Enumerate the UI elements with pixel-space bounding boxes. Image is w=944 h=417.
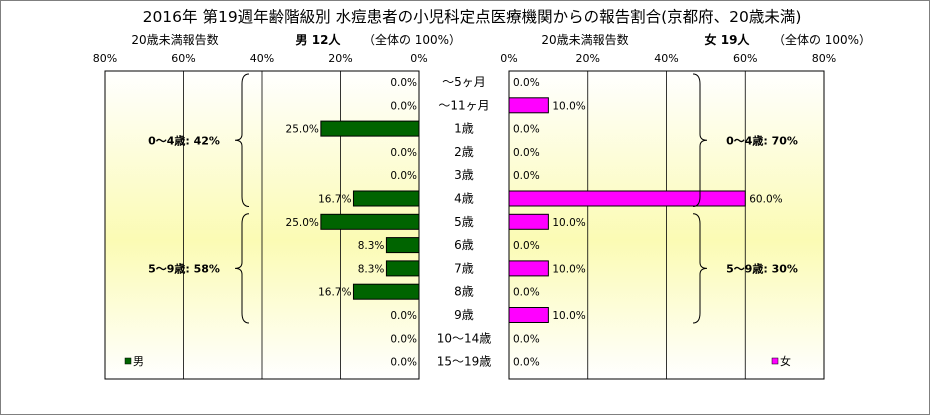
male-data-label: 16.7% [318,287,351,299]
female-data-label: 60.0% [749,194,782,206]
left-tick-label: 0% [410,52,427,65]
male-data-label: 0.0% [390,100,417,112]
female-age-groups: 0～4歳: 70% 5～9歳: 30% [692,73,798,324]
male-series [320,120,420,300]
female-data-label: 0.0% [513,333,540,345]
male-data-label: 16.7% [318,194,351,206]
male-bar [352,190,420,207]
right-tick-labels: 0% 20% 40% 60% 80% [500,52,836,65]
left-tick-label: 80% [93,52,117,65]
female-data-labels: 0.0% 10.0% 0.0% 0.0% 0.0% 60.0% 10.0% 0.0% 10.0%… [513,77,783,369]
male-data-label: 25.0% [286,124,319,136]
left-tick-labels: 0% 20% 40% 60% 80% [93,52,428,65]
male-data-label: 0.0% [390,77,417,89]
male-bar [320,213,420,230]
category-label: 6歳 [454,238,474,252]
category-label: 7歳 [454,261,474,275]
right-axis-label: 20歳未満報告数 [541,32,628,47]
left-tick-label: 60% [171,52,195,65]
female-data-label: 0.0% [513,170,540,182]
female-data-label: 10.0% [552,217,585,229]
left-panel-header: 男 12人 [296,32,342,47]
male-data-label: 0.0% [390,310,417,322]
right-tick-label: 80% [812,52,836,65]
female-data-label: 10.0% [552,263,585,275]
right-tick-label: 60% [733,52,757,65]
female-bar [508,213,549,230]
right-panel-note: （全体の 100%） [773,32,871,47]
age-category-labels: ～5ヶ月 ～11ヶ月 1歳 2歳 3歳 4歳 5歳 6歳 7歳 8歳 9歳 10～14歳 15～19歳 [437,75,492,369]
category-label: 1歳 [454,122,474,136]
right-tick-label: 20% [576,52,600,65]
female-data-label: 0.0% [513,124,540,136]
category-label: ～11ヶ月 [438,98,489,112]
male-group-label: 0～4歳: 42% [148,133,220,147]
female-data-label: 0.0% [513,240,540,252]
female-data-label: 0.0% [513,77,540,89]
male-data-label: 25.0% [286,217,319,229]
male-data-label: 8.3% [358,263,385,275]
female-group-label: 5～9歳: 30% [726,261,798,275]
legend-female-label: 女 [780,354,791,368]
group-brace [692,73,708,207]
male-bar [320,120,420,137]
male-group-label: 5～9歳: 58% [148,261,220,275]
category-label: 15～19歳 [437,355,492,369]
group-brace [234,73,250,207]
right-tick-label: 0% [500,52,517,65]
chart-title: 2016年 第19週年齢階級別 水痘患者の小児科定点医療機関からの報告割合(京都… [143,8,802,26]
female-data-label: 10.0% [552,100,585,112]
left-panel-note: （全体の 100%） [363,32,461,47]
category-label: ～5ヶ月 [442,75,486,89]
female-bar [508,97,549,114]
group-brace [692,213,708,324]
female-bar [508,260,549,277]
female-group-label: 0～4歳: 70% [726,133,798,147]
right-tick-label: 40% [654,52,678,65]
female-series [508,97,746,323]
male-age-groups: 0～4歳: 42% 5～9歳: 58% [148,73,250,324]
female-bar [508,190,746,207]
category-label: 4歳 [454,192,474,206]
male-data-label: 0.0% [390,170,417,182]
male-data-label: 0.0% [390,147,417,159]
category-label: 2歳 [454,145,474,159]
male-data-labels: 0.0% 0.0% 25.0% 0.0% 0.0% 16.7% 25.0% 8.3% 8.3% 1… [286,77,417,369]
left-tick-label: 20% [328,52,352,65]
male-bar [385,237,420,254]
male-data-label: 0.0% [390,357,417,369]
legend-female-swatch [771,357,779,365]
group-brace [234,213,250,324]
male-data-label: 8.3% [358,240,385,252]
left-tick-label: 40% [250,52,274,65]
female-data-label: 0.0% [513,147,540,159]
female-data-label: 0.0% [513,287,540,299]
category-label: 10～14歳 [437,331,492,345]
female-data-label: 0.0% [513,357,540,369]
category-label: 9歳 [454,308,474,322]
female-data-label: 10.0% [552,310,585,322]
legend-male-swatch [124,357,132,365]
female-bar [508,307,549,323]
right-gridlines [587,71,746,379]
category-label: 3歳 [454,168,474,182]
male-bar [352,283,420,300]
right-panel-header: 女 19人 [705,32,751,47]
category-label: 5歳 [454,215,474,229]
male-bar [385,260,420,277]
category-label: 8歳 [454,285,474,299]
male-data-label: 0.0% [390,333,417,345]
legend-male-label: 男 [133,355,144,368]
left-axis-label: 20歳未満報告数 [131,32,218,47]
